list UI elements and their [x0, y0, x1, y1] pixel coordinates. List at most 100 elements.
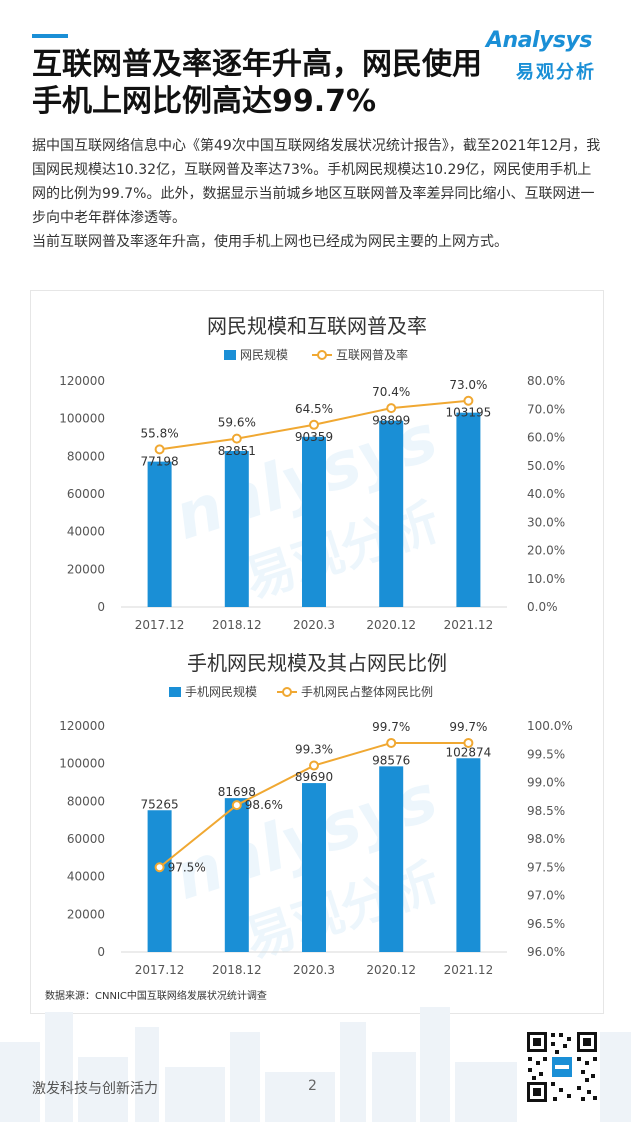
- bar: [302, 436, 326, 607]
- intro-paragraph-2: 当前互联网普及率逐年升高，使用手机上网也已经成为网民主要的上网方式。: [32, 234, 508, 250]
- legend-bar-label: 网民规模: [240, 347, 288, 362]
- line-point: [154, 862, 165, 873]
- y-right-tick: 96.5%: [527, 917, 565, 931]
- intro-paragraph-1: 据中国互联网络信息中心《第49次中国互联网络发展状况统计报告》，截至2021年1…: [32, 138, 601, 226]
- y-left-tick: 80000: [67, 449, 105, 463]
- bar-value-label: 77198: [141, 455, 179, 469]
- line-value-label: 73.0%: [449, 378, 487, 392]
- line-value-label: 59.6%: [218, 416, 256, 430]
- x-category-label: 2021.12: [444, 963, 494, 977]
- logo-text-en: Analysys: [486, 28, 592, 53]
- bar: [147, 461, 172, 607]
- bar-value-label: 98576: [372, 753, 410, 767]
- y-right-tick: 60.0%: [527, 431, 565, 445]
- logo-text-cn: 易观分析: [516, 62, 596, 83]
- chart-card: nalysys 易观分析 nalysys 易观分析 网民规模和互联网普及率网民规…: [30, 290, 604, 1014]
- bar-value-label: 89690: [295, 770, 333, 784]
- x-category-label: 2021.12: [444, 618, 494, 632]
- y-right-tick: 40.0%: [527, 487, 565, 501]
- line-point: [231, 800, 242, 811]
- y-left-tick: 40000: [67, 525, 105, 539]
- title-accent-bar: [32, 34, 68, 38]
- bar: [147, 810, 172, 952]
- y-right-tick: 70.0%: [527, 402, 565, 416]
- legend-line-label: 手机网民占整体网民比例: [301, 684, 433, 699]
- data-source-note: 数据来源：CNNIC中国互联网络发展状况统计调查: [45, 991, 267, 1002]
- line-point: [463, 395, 474, 406]
- bar: [456, 412, 481, 607]
- y-left-tick: 120000: [59, 719, 105, 733]
- line-point: [386, 403, 397, 414]
- bar: [379, 420, 404, 607]
- x-category-label: 2017.12: [135, 963, 185, 977]
- line-point: [309, 760, 319, 771]
- chart-title: 手机网民规模及其占网民比例: [187, 651, 447, 675]
- y-left-tick: 0: [97, 945, 105, 959]
- y-left-tick: 60000: [67, 832, 105, 846]
- bar-value-label: 98899: [372, 414, 410, 428]
- y-right-tick: 97.0%: [527, 889, 565, 903]
- footer-slogan: 激发科技与创新活力: [32, 1081, 158, 1097]
- bar: [302, 783, 326, 952]
- y-right-tick: 0.0%: [527, 600, 558, 614]
- line-value-label: 99.7%: [372, 720, 410, 734]
- analysys-logo: Analysys 易观分析: [486, 28, 606, 84]
- y-right-tick: 98.0%: [527, 832, 565, 846]
- y-left-tick: 120000: [59, 374, 105, 388]
- x-category-label: 2020.3: [293, 963, 335, 977]
- line-value-label: 99.3%: [295, 743, 333, 757]
- bar-value-label: 75265: [141, 797, 179, 811]
- bar: [456, 758, 481, 952]
- y-right-tick: 97.5%: [527, 860, 565, 874]
- line-point: [231, 433, 242, 444]
- x-category-label: 2020.12: [366, 963, 416, 977]
- bar-value-label: 82851: [218, 444, 256, 458]
- city-skyline: [0, 1007, 631, 1122]
- bar: [224, 450, 249, 607]
- line-point: [386, 737, 397, 748]
- page-number: 2: [308, 1078, 317, 1094]
- y-right-tick: 30.0%: [527, 515, 565, 529]
- y-right-tick: 10.0%: [527, 572, 565, 586]
- y-left-tick: 0: [97, 600, 105, 614]
- x-category-label: 2017.12: [135, 618, 185, 632]
- y-right-tick: 80.0%: [527, 374, 565, 388]
- legend-line-marker: [317, 350, 327, 360]
- y-left-tick: 20000: [67, 907, 105, 921]
- line-value-label: 64.5%: [295, 402, 333, 416]
- intro-text: 据中国互联网络信息中心《第49次中国互联网络发展状况统计报告》，截至2021年1…: [32, 134, 604, 254]
- y-right-tick: 96.0%: [527, 945, 565, 959]
- line-value-label: 55.8%: [141, 426, 179, 440]
- y-right-tick: 99.5%: [527, 747, 565, 761]
- y-left-tick: 60000: [67, 487, 105, 501]
- legend-bar-label: 手机网民规模: [185, 684, 257, 699]
- y-left-tick: 40000: [67, 870, 105, 884]
- legend-line-label: 互联网普及率: [336, 347, 408, 362]
- x-category-label: 2020.12: [366, 618, 416, 632]
- legend-bar-swatch: [224, 350, 236, 360]
- y-left-tick: 100000: [59, 412, 105, 426]
- bar-value-label: 81698: [218, 785, 256, 799]
- qr-code-icon[interactable]: [525, 1030, 599, 1104]
- x-category-label: 2018.12: [212, 618, 262, 632]
- bar-value-label: 90359: [295, 430, 333, 444]
- y-left-tick: 100000: [59, 757, 105, 771]
- x-category-label: 2018.12: [212, 963, 262, 977]
- y-right-tick: 98.5%: [527, 804, 565, 818]
- chart-title: 网民规模和互联网普及率: [207, 314, 427, 338]
- y-right-tick: 20.0%: [527, 544, 565, 558]
- line-value-label: 98.6%: [245, 798, 283, 812]
- bar-value-label: 103195: [445, 406, 491, 420]
- line-value-label: 70.4%: [372, 385, 410, 399]
- legend-line-marker: [282, 687, 292, 697]
- y-right-tick: 100.0%: [527, 719, 573, 733]
- line-point: [154, 444, 165, 455]
- y-right-tick: 99.0%: [527, 776, 565, 790]
- y-left-tick: 20000: [67, 562, 105, 576]
- x-category-label: 2020.3: [293, 618, 335, 632]
- legend-bar-swatch: [169, 687, 181, 697]
- bar: [379, 766, 404, 952]
- bar-value-label: 102874: [445, 745, 491, 759]
